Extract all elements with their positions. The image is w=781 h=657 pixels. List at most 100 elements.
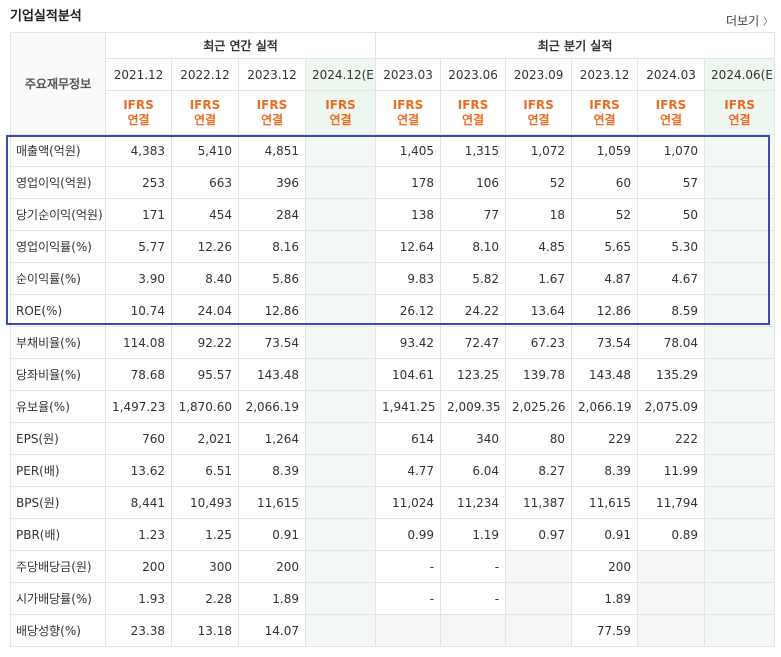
table-row: 당좌비율(%) 78.68 95.57 143.48 104.61 123.25 139.7… [10, 358, 776, 391]
quarter-value-cell: 178 [375, 166, 442, 199]
quarter-value-cell [505, 550, 573, 583]
annual-value-cell: 760 [105, 422, 172, 455]
ifrs-label: IFRS [523, 97, 554, 112]
consolidated-label: 연결 [260, 112, 284, 127]
annual-value-cell: 2,021 [171, 422, 239, 455]
quarter-value-cell: 50 [637, 198, 706, 231]
annual-value-cell: 92.22 [171, 326, 239, 359]
quarter-value-cell: 1,059 [571, 134, 639, 167]
annual-value-cell: 200 [105, 550, 172, 583]
header-date-row: 2021.12 2022.12 2023.12 2024.12(E) 2023.03 20… [11, 58, 776, 91]
annual-value-cell: 11,615 [238, 486, 306, 519]
ifrs-consolidated-label: IFRS 연결 [105, 90, 172, 135]
annual-value-cell [304, 614, 377, 647]
annual-value-cell: 1.25 [171, 518, 239, 551]
quarter-value-cell: 80 [505, 422, 573, 455]
annual-value-cell [304, 326, 377, 359]
quarter-date-header: 2023.03 [375, 58, 442, 91]
quarter-value-cell: 614 [375, 422, 442, 455]
ifrs-label: IFRS [655, 97, 687, 112]
annual-value-cell: 300 [171, 550, 239, 583]
ifrs-consolidated-label: IFRS 연결 [571, 90, 639, 135]
ifrs-label: IFRS [392, 97, 424, 112]
row-label: 시가배당률(%) [10, 582, 106, 615]
row-label: 배당성향(%) [10, 614, 106, 647]
quarter-value-cell [505, 582, 573, 615]
quarter-value-cell [637, 550, 706, 583]
quarter-value-cell: 1.89 [571, 582, 639, 615]
annual-value-cell [304, 166, 377, 199]
header-ifrs-row: IFRS 연결 IFRS 연결 IFRS 연결 IFRS 연결 IFRS 연결 IFRS 연결 IFRS… [11, 90, 776, 135]
annual-value-cell: 143.48 [238, 358, 306, 391]
annual-value-cell: 663 [171, 166, 239, 199]
quarter-value-cell: 0.89 [637, 518, 706, 551]
row-label: 유보율(%) [10, 390, 106, 423]
annual-value-cell [304, 486, 377, 519]
table-row: 당기순이익(억원) 171 454 284 138 77 18 52 50 [10, 198, 776, 231]
row-label: 주당배당금(원) [10, 550, 106, 583]
quarter-value-cell: 1,315 [440, 134, 507, 167]
annual-value-cell [304, 454, 377, 487]
more-label: 더보기 [726, 14, 760, 28]
quarter-value-cell: 9.83 [375, 262, 442, 295]
row-label: 당기순이익(억원) [10, 198, 106, 231]
quarter-value-cell [704, 198, 776, 231]
annual-value-cell: 13.18 [171, 614, 239, 647]
annual-value-cell: 8.16 [238, 230, 306, 263]
annual-date-header: 2021.12 [105, 58, 172, 91]
quarter-value-cell [704, 390, 776, 423]
quarter-value-cell: 57 [637, 166, 706, 199]
quarter-value-cell [440, 614, 507, 647]
annual-value-cell: 8.40 [171, 262, 239, 295]
header-label: 주요재무정보 [10, 32, 106, 135]
quarter-value-cell: 67.23 [505, 326, 573, 359]
quarter-value-cell [704, 518, 776, 551]
annual-value-cell: 12.26 [171, 230, 239, 263]
row-label: EPS(원) [10, 422, 106, 455]
quarter-value-cell: 11,024 [375, 486, 442, 519]
quarter-value-cell: 123.25 [440, 358, 507, 391]
quarter-value-cell: 1,070 [637, 134, 706, 167]
quarter-value-cell: 143.48 [571, 358, 639, 391]
quarter-value-cell: 2,009.35 [440, 390, 507, 423]
table-row: EPS(원) 760 2,021 1,264 614 340 80 229 222 [10, 422, 776, 455]
quarter-value-cell: 1,941.25 [375, 390, 442, 423]
annual-value-cell: 284 [238, 198, 306, 231]
quarter-value-cell: 6.04 [440, 454, 507, 487]
quarter-value-cell: 340 [440, 422, 507, 455]
quarter-value-cell: 52 [571, 198, 639, 231]
table-row: 영업이익(억원) 253 663 396 178 106 52 60 57 [10, 166, 776, 199]
annual-value-cell: 454 [171, 198, 239, 231]
annual-value-cell: 1.93 [105, 582, 172, 615]
annual-value-cell: 5.77 [105, 230, 172, 263]
ifrs-label: IFRS [589, 97, 620, 112]
more-link[interactable]: 더보기 〉 [726, 12, 773, 29]
ifrs-consolidated-label: IFRS 연결 [375, 90, 442, 135]
annual-value-cell: 24.04 [171, 294, 239, 327]
quarter-value-cell [704, 358, 776, 391]
quarter-value-cell: 72.47 [440, 326, 507, 359]
annual-value-cell: 13.62 [105, 454, 172, 487]
ifrs-label: IFRS [123, 97, 154, 112]
quarter-value-cell: 8.59 [637, 294, 706, 327]
annual-value-cell: 14.07 [238, 614, 306, 647]
annual-value-cell: 5.86 [238, 262, 306, 295]
quarter-value-cell [637, 582, 706, 615]
quarter-value-cell: 18 [505, 198, 573, 231]
annual-value-cell: 73.54 [238, 326, 306, 359]
consolidated-label: 연결 [660, 112, 683, 127]
quarter-value-cell [704, 550, 776, 583]
annual-value-cell [304, 262, 377, 295]
table-row: 순이익률(%) 3.90 8.40 5.86 9.83 5.82 1.67 4.87 4.67 [10, 262, 776, 295]
ifrs-label: IFRS [457, 97, 489, 112]
quarter-date-header: 2024.06(E) [704, 58, 776, 91]
quarter-value-cell: 2,066.19 [571, 390, 639, 423]
quarter-value-cell: 5.30 [637, 230, 706, 263]
annual-value-cell [304, 198, 377, 231]
row-label: PER(배) [10, 454, 106, 487]
quarter-value-cell: 24.22 [440, 294, 507, 327]
annual-date-header: 2023.12 [238, 58, 306, 91]
quarter-value-cell: 73.54 [571, 326, 639, 359]
annual-value-cell: 12.86 [238, 294, 306, 327]
quarter-value-cell [704, 582, 776, 615]
